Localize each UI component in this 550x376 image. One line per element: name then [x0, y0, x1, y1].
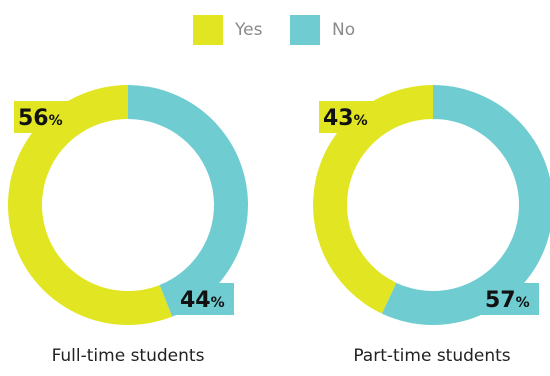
data-label-full-time-yes: 56%	[14, 101, 72, 133]
donut-full-time: 56% 44%	[8, 85, 249, 325]
legend: Yes No	[0, 15, 550, 45]
legend-swatch-no	[290, 15, 320, 45]
svg-text:57%: 57%	[485, 288, 530, 313]
slice-full-time-yes	[8, 85, 173, 325]
slice-part-time-no	[381, 85, 550, 325]
legend-label-yes: Yes	[235, 20, 263, 40]
data-label-part-time-yes: 43%	[319, 101, 377, 133]
donut-part-time: 43% 57%	[313, 85, 550, 325]
data-label-part-time-no: 57%	[481, 283, 539, 315]
legend-item-yes: Yes	[193, 15, 262, 45]
svg-text:43%: 43%	[323, 106, 368, 131]
chart-title-full-time: Full-time students	[51, 346, 205, 366]
data-label-full-time-no: 44%	[176, 283, 234, 315]
slice-full-time-no	[128, 85, 249, 317]
legend-label-no: No	[332, 20, 356, 40]
slice-part-time-yes	[313, 85, 433, 314]
legend-item-no: No	[290, 15, 355, 45]
chart-title-part-time: Part-time students	[353, 346, 511, 366]
svg-text:56%: 56%	[18, 106, 63, 131]
svg-text:44%: 44%	[180, 288, 225, 313]
legend-swatch-yes	[193, 15, 223, 45]
